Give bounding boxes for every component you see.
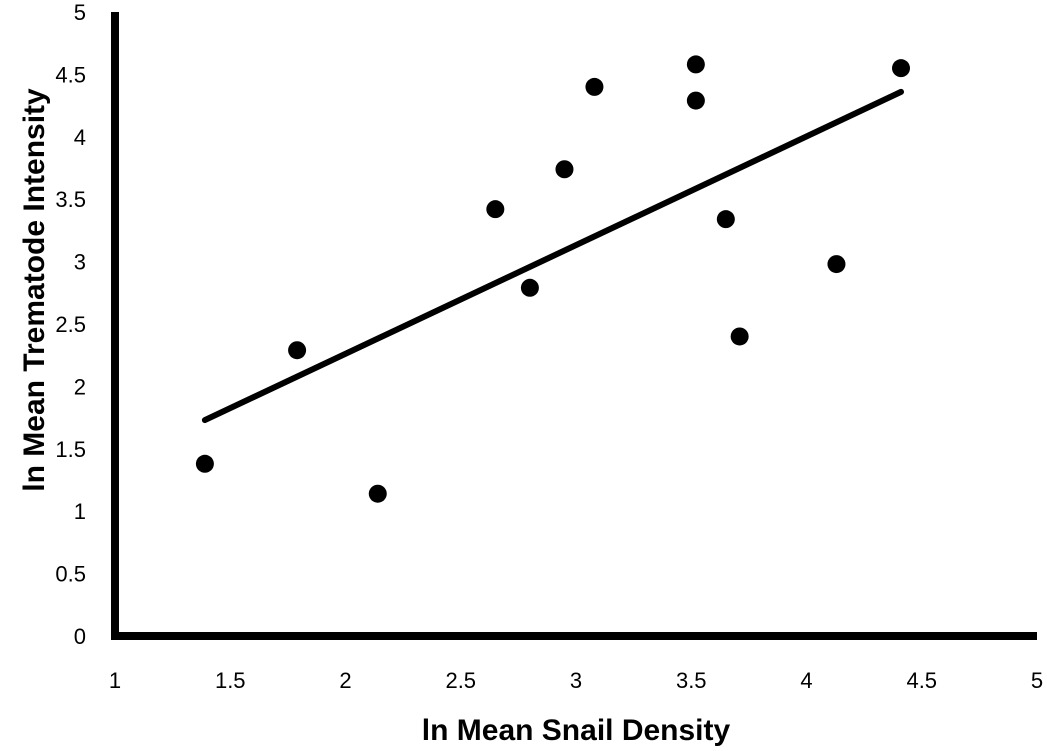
- data-point: [730, 327, 749, 346]
- data-point: [686, 55, 705, 74]
- data-points: [195, 55, 911, 503]
- data-point: [288, 341, 307, 360]
- y-tick-label: 3: [74, 250, 86, 275]
- x-tick-label: 1: [109, 668, 121, 693]
- data-point: [827, 255, 846, 274]
- y-axis-title: ln Mean Trematode Intensity: [18, 88, 51, 492]
- data-point: [520, 278, 539, 297]
- x-tick-labels: 1 1.5 2 2.5 3 3.5 4 4.5 5: [109, 668, 1043, 693]
- y-tick-label: 0: [74, 624, 86, 649]
- y-tick-label: 3.5: [55, 187, 86, 212]
- data-point: [716, 210, 735, 229]
- x-tick-label: 4.5: [906, 668, 937, 693]
- x-tick-label: 5: [1031, 668, 1043, 693]
- y-tick-label: 2: [74, 374, 86, 399]
- trendline: [201, 88, 905, 424]
- y-tick-label: 0.5: [55, 562, 86, 587]
- y-tick-label: 4: [74, 125, 86, 150]
- y-tick-label: 4.5: [55, 62, 86, 87]
- y-tick-labels: 0 0.5 1 1.5 2 2.5 3 3.5 4 4.5 5: [55, 0, 86, 649]
- data-point: [585, 77, 604, 96]
- x-tick-label: 3: [570, 668, 582, 693]
- data-point: [195, 454, 214, 473]
- x-axis-title: ln Mean Snail Density: [422, 714, 731, 747]
- data-point: [555, 160, 574, 179]
- data-point: [368, 484, 387, 503]
- y-tick-label: 5: [74, 0, 86, 25]
- data-point: [892, 59, 911, 78]
- x-tick-label: 3.5: [676, 668, 707, 693]
- x-tick-label: 1.5: [215, 668, 246, 693]
- y-tick-label: 1: [74, 499, 86, 524]
- y-tick-label: 1.5: [55, 437, 86, 462]
- x-tick-label: 2.5: [445, 668, 476, 693]
- data-point: [486, 200, 505, 219]
- y-tick-label: 2.5: [55, 312, 86, 337]
- x-tick-label: 4: [800, 668, 812, 693]
- data-point: [686, 91, 705, 110]
- x-tick-label: 2: [339, 668, 351, 693]
